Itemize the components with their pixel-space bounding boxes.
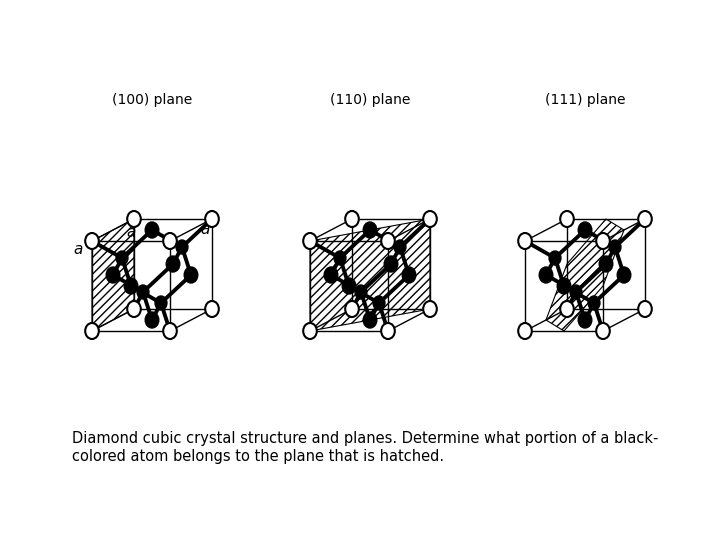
Text: (111) plane: (111) plane [545, 93, 625, 107]
Ellipse shape [381, 323, 395, 339]
Ellipse shape [116, 251, 128, 265]
Ellipse shape [557, 278, 571, 294]
Ellipse shape [85, 233, 99, 249]
Ellipse shape [176, 240, 188, 254]
Ellipse shape [609, 240, 621, 254]
Ellipse shape [518, 323, 532, 339]
Ellipse shape [560, 301, 574, 317]
Polygon shape [92, 219, 134, 331]
Ellipse shape [155, 296, 167, 310]
Ellipse shape [384, 256, 397, 272]
Ellipse shape [381, 233, 395, 249]
Ellipse shape [127, 301, 141, 317]
Ellipse shape [163, 233, 177, 249]
Ellipse shape [539, 267, 553, 283]
Ellipse shape [324, 267, 338, 283]
Ellipse shape [588, 296, 600, 310]
Ellipse shape [560, 211, 574, 227]
Ellipse shape [617, 267, 631, 283]
Ellipse shape [549, 251, 561, 265]
Ellipse shape [163, 323, 177, 339]
Ellipse shape [599, 256, 613, 272]
Ellipse shape [355, 285, 367, 299]
Text: (110) plane: (110) plane [330, 93, 410, 107]
Ellipse shape [205, 211, 219, 227]
Ellipse shape [205, 301, 219, 317]
Ellipse shape [394, 240, 406, 254]
Ellipse shape [125, 278, 138, 294]
Ellipse shape [166, 256, 180, 272]
Ellipse shape [184, 267, 198, 283]
Ellipse shape [596, 323, 610, 339]
Text: Diamond cubic crystal structure and planes. Determine what portion of a black-: Diamond cubic crystal structure and plan… [72, 430, 658, 445]
Text: a: a [126, 225, 135, 240]
Text: (100) plane: (100) plane [112, 93, 192, 107]
Ellipse shape [85, 323, 99, 339]
Ellipse shape [363, 312, 377, 328]
Ellipse shape [345, 301, 359, 317]
Ellipse shape [423, 301, 437, 317]
Polygon shape [546, 219, 624, 331]
Ellipse shape [145, 222, 159, 238]
Ellipse shape [127, 211, 141, 227]
Text: a: a [73, 241, 83, 256]
Ellipse shape [137, 285, 149, 299]
Ellipse shape [107, 267, 120, 283]
Ellipse shape [638, 301, 652, 317]
Ellipse shape [342, 278, 356, 294]
Text: colored atom belongs to the plane that is hatched.: colored atom belongs to the plane that i… [72, 449, 444, 464]
Ellipse shape [373, 296, 385, 310]
Ellipse shape [345, 211, 359, 227]
Ellipse shape [402, 267, 416, 283]
Ellipse shape [638, 211, 652, 227]
Ellipse shape [423, 211, 437, 227]
Ellipse shape [578, 222, 592, 238]
Polygon shape [310, 219, 430, 331]
Ellipse shape [303, 323, 317, 339]
Ellipse shape [334, 251, 346, 265]
Text: a: a [200, 222, 210, 238]
Ellipse shape [596, 233, 610, 249]
Ellipse shape [578, 312, 592, 328]
Ellipse shape [303, 233, 317, 249]
Ellipse shape [363, 222, 377, 238]
Ellipse shape [570, 285, 582, 299]
Ellipse shape [518, 233, 532, 249]
Ellipse shape [145, 312, 159, 328]
